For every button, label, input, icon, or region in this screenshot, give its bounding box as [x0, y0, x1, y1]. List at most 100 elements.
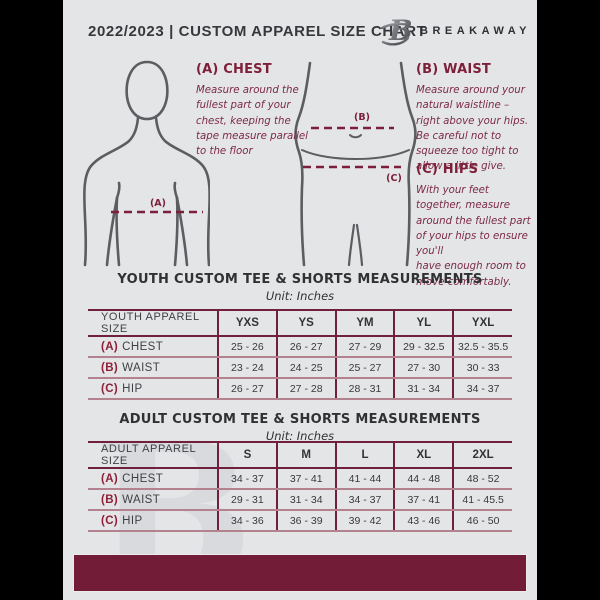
- youth-size-table: YOUTH APPAREL SIZE YXS YS YM YL YXL (A) C…: [88, 309, 512, 400]
- row-prefix: (B): [101, 493, 119, 506]
- youth-header-row: YOUTH APPAREL SIZE YXS YS YM YL YXL: [88, 309, 512, 337]
- size-2xl: 2XL: [452, 441, 512, 469]
- waist-heading: (B) WAIST: [416, 62, 492, 77]
- row-prefix: (A): [101, 472, 119, 485]
- row-label: CHEST: [122, 340, 164, 353]
- cell-value: 27 - 28: [275, 378, 336, 400]
- hips-description: With your feet together, measure around …: [416, 185, 531, 288]
- adult-chest-row: (A) CHEST 34 - 37 37 - 41 41 - 44 44 - 48…: [88, 468, 512, 490]
- cell-value: 28 - 31: [334, 378, 395, 400]
- adult-size-table: ADULT APPAREL SIZE S M L XL 2XL (A) CHEST…: [88, 441, 512, 532]
- cell-value: 34 - 36: [217, 510, 277, 532]
- size-s: S: [217, 441, 277, 469]
- adult-hip-row: (C) HIP 34 - 36 36 - 39 39 - 42 43 - 46 4…: [88, 510, 512, 532]
- footer-accent-bar: [73, 554, 527, 592]
- row-prefix: (C): [101, 382, 119, 395]
- chest-heading: (A) CHEST: [196, 62, 272, 77]
- left-torso-side: [115, 196, 121, 267]
- right-torso-side: [173, 196, 179, 267]
- waist-instruction: (B) WAIST Measure around your natural wa…: [416, 62, 534, 175]
- cell-value: 46 - 50: [452, 510, 512, 532]
- head-outline: [125, 60, 169, 121]
- chest-line-label: (A): [150, 198, 166, 209]
- row-label: WAIST: [122, 361, 161, 374]
- cell-value: 39 - 42: [334, 510, 395, 532]
- navel-mark: [349, 134, 362, 139]
- chest-description: Measure around the fullest part of your …: [196, 85, 309, 158]
- size-yxl: YXL: [452, 309, 512, 337]
- left-shoulder-arm: [83, 116, 140, 267]
- cell-value: 30 - 33: [452, 357, 512, 379]
- cell-value: 27 - 29: [334, 336, 395, 358]
- cell-value: 34 - 37: [452, 378, 512, 400]
- youth-hip-row: (C) HIP 26 - 27 27 - 28 28 - 31 31 - 34 3…: [88, 378, 512, 400]
- right-inner-arm: [175, 196, 189, 267]
- cell-value: 43 - 46: [393, 510, 454, 532]
- cell-value: 31 - 34: [275, 489, 336, 511]
- right-body-contour: [399, 61, 417, 267]
- row-label: WAIST: [122, 493, 161, 506]
- right-armpit-crease: [173, 181, 179, 200]
- hip-crease-line: [301, 149, 410, 160]
- cell-value: 26 - 27: [275, 336, 336, 358]
- cell-value: 25 - 26: [217, 336, 277, 358]
- youth-size-column-header: YOUTH APPAREL SIZE: [88, 309, 218, 337]
- cell-value: 31 - 34: [393, 378, 454, 400]
- cell-value: 27 - 30: [393, 357, 454, 379]
- cell-value: 41 - 44: [334, 468, 395, 490]
- adult-size-column-header: ADULT APPAREL SIZE: [88, 441, 218, 469]
- row-prefix: (A): [101, 340, 119, 353]
- right-shoulder-arm: [154, 116, 210, 267]
- breakaway-logo-icon: B: [381, 14, 413, 47]
- lower-body-diagram: (B) (C): [294, 61, 417, 267]
- hips-line-label: (C): [386, 173, 402, 184]
- right-inner-leg: [355, 223, 364, 267]
- cell-value: 41 - 45.5: [452, 489, 512, 511]
- cell-value: 34 - 37: [217, 468, 277, 490]
- torso-diagram: (A): [83, 60, 210, 267]
- brand-lockup: B BREAKAWAY: [381, 14, 531, 48]
- size-l: L: [334, 441, 395, 469]
- youth-table-title: YOUTH CUSTOM TEE & SHORTS MEASUREMENTS: [117, 272, 483, 287]
- left-inner-leg: [347, 223, 356, 267]
- cell-value: 48 - 52: [452, 468, 512, 490]
- left-inner-arm: [105, 196, 119, 267]
- size-yl: YL: [393, 309, 454, 337]
- cell-value: 37 - 41: [275, 468, 336, 490]
- hips-heading: (C) HIPS: [416, 162, 479, 177]
- adult-waist-row: (B) WAIST 29 - 31 31 - 34 34 - 37 37 - 41…: [88, 489, 512, 511]
- row-label: HIP: [122, 514, 143, 527]
- row-prefix: (B): [101, 361, 119, 374]
- chest-instruction: (A) CHEST Measure around the fullest par…: [196, 62, 312, 159]
- size-m: M: [275, 441, 336, 469]
- cell-value: 23 - 24: [217, 357, 277, 379]
- size-ys: YS: [275, 309, 336, 337]
- hips-instruction: (C) HIPS With your feet together, measur…: [416, 162, 534, 290]
- row-label: CHEST: [122, 472, 164, 485]
- left-body-contour: [294, 61, 312, 267]
- cell-value: 26 - 27: [217, 378, 277, 400]
- youth-table-unit: Unit: Inches: [265, 289, 335, 303]
- youth-waist-row: (B) WAIST 23 - 24 24 - 25 25 - 27 27 - 30…: [88, 357, 512, 379]
- cell-value: 29 - 31: [217, 489, 277, 511]
- cell-value: 29 - 32.5: [393, 336, 454, 358]
- size-xl: XL: [393, 441, 454, 469]
- cell-value: 37 - 41: [393, 489, 454, 511]
- row-prefix: (C): [101, 514, 119, 527]
- waist-line-label: (B): [354, 112, 370, 123]
- adult-table-unit: Unit: Inches: [265, 429, 335, 443]
- svg-text:B: B: [388, 14, 413, 47]
- waist-description: Measure around your natural waistline – …: [416, 85, 529, 173]
- cell-value: 24 - 25: [275, 357, 336, 379]
- brand-name: BREAKAWAY: [420, 25, 531, 37]
- page-title: 2022/2023 | CUSTOM APPAREL SIZE CHART: [88, 23, 427, 40]
- cell-value: 44 - 48: [393, 468, 454, 490]
- page-background: 2022/2023 | CUSTOM APPAREL SIZE CHART B …: [63, 0, 537, 600]
- adult-header-row: ADULT APPAREL SIZE S M L XL 2XL: [88, 441, 512, 469]
- cell-value: 36 - 39: [275, 510, 336, 532]
- cell-value: 25 - 27: [334, 357, 395, 379]
- row-label: HIP: [122, 382, 143, 395]
- size-ym: YM: [334, 309, 395, 337]
- youth-chest-row: (A) CHEST 25 - 26 26 - 27 27 - 29 29 - 32…: [88, 336, 512, 358]
